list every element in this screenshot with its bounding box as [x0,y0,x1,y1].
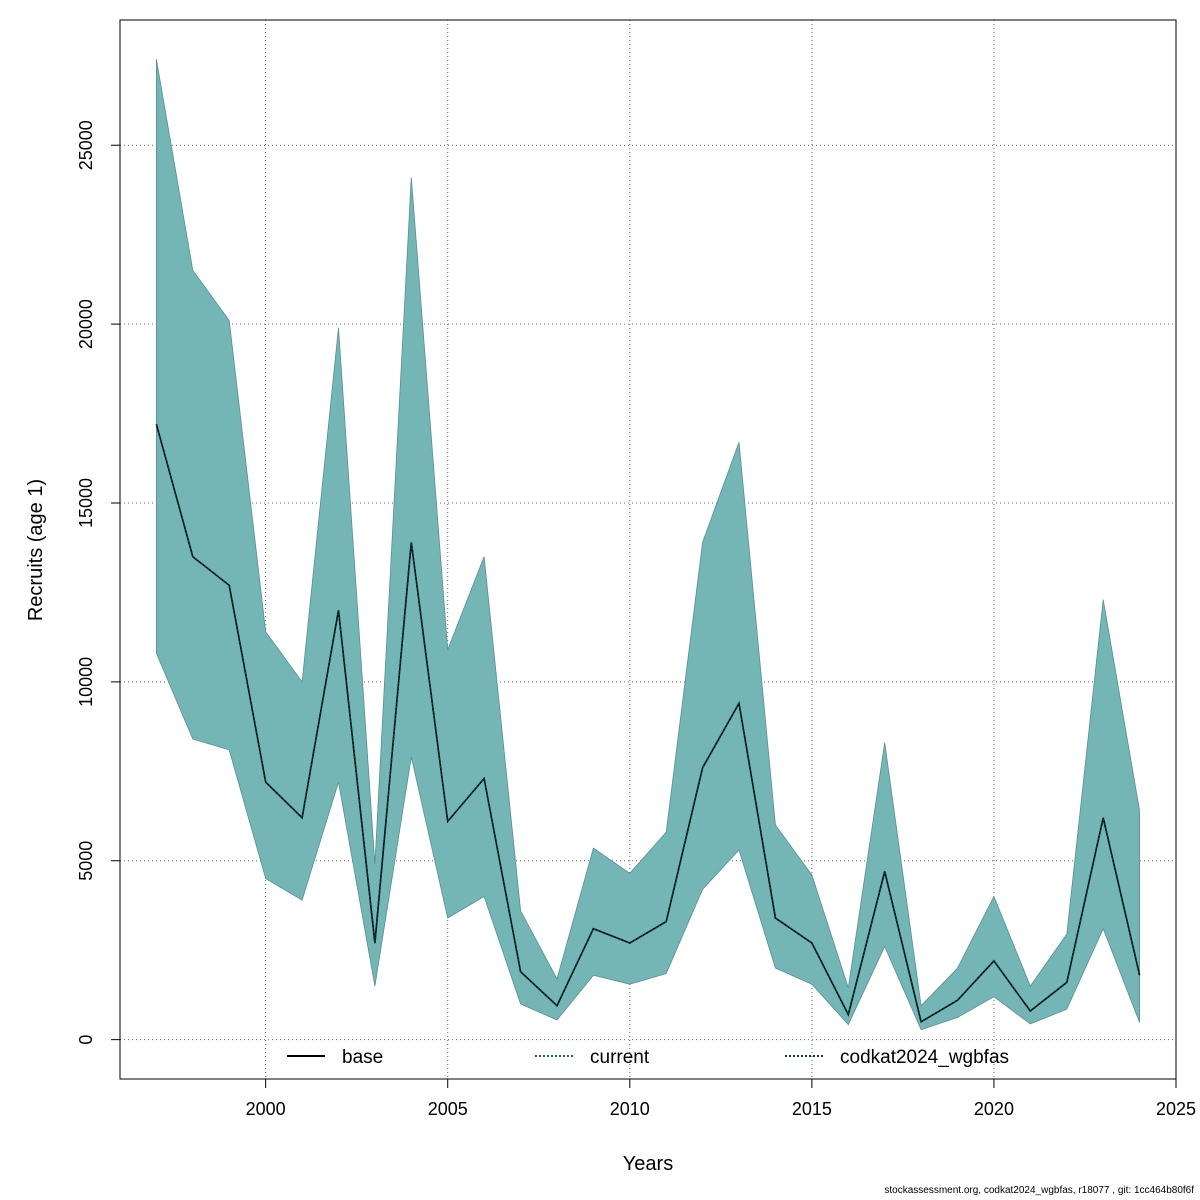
y-tick-label-10000: 10000 [76,657,96,707]
x-tick-label-2005: 2005 [428,1099,468,1119]
band-area [156,59,1140,1031]
legend-label-codkat2024_wgbfas: codkat2024_wgbfas [840,1047,1009,1068]
y-tick-label-0: 0 [76,1035,96,1045]
legend-label-base: base [342,1047,383,1068]
y-axis: 0 5000 10000 15000 20000 25000 [76,120,121,1045]
y-axis-title: Recruits (age 1) [25,479,47,621]
y-tick-label-20000: 20000 [76,299,96,349]
y-tick-label-25000: 25000 [76,120,96,170]
series-lines [155,424,1141,1024]
x-tick-label-2025: 2025 [1156,1099,1196,1119]
y-tick-label-15000: 15000 [76,478,96,528]
footer-credit: stockassessment.org, codkat2024_wgbfas, … [884,1185,1194,1196]
legend-label-current: current [590,1047,650,1068]
x-tick-label-2000: 2000 [246,1099,286,1119]
x-tick-label-2020: 2020 [974,1099,1014,1119]
x-tick-label-2015: 2015 [792,1099,832,1119]
x-axis-title: Years [623,1153,673,1175]
x-axis: 2000 2005 2010 2015 2020 2025 [246,1078,1196,1119]
legend: base current codkat2024_wgbfas [287,1047,1009,1068]
confidence-band [156,59,1140,1031]
series-line-codkat2024_wgbfas [155,424,1141,1024]
y-tick-label-5000: 5000 [76,841,96,881]
x-tick-label-2010: 2010 [610,1099,650,1119]
